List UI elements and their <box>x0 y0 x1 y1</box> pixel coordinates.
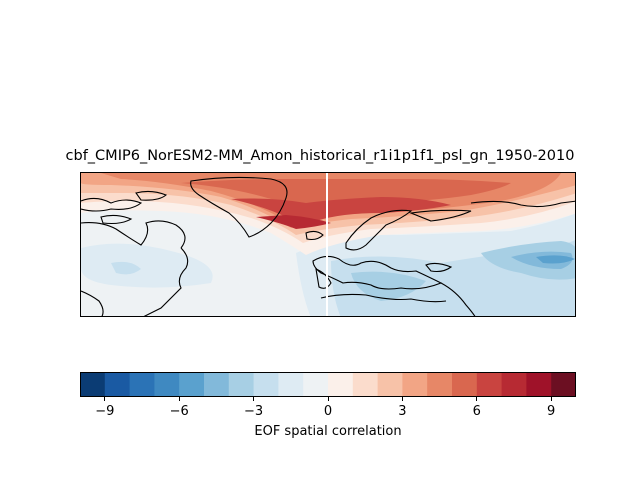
colorbar-tick-label: −9 <box>95 404 115 419</box>
field-neg-east-3 <box>351 271 426 301</box>
colorbar-tick-mark <box>550 397 552 401</box>
colorbar-tick-mark <box>253 397 255 401</box>
colorbar-tick-mark <box>104 397 106 401</box>
colorbar-ticks: −9 −6 −3 0 3 6 9 <box>80 397 576 421</box>
map-title: cbf_CMIP6_NorESM2-MM_Amon_historical_r1i… <box>65 148 575 164</box>
colorbar-swatch <box>427 372 453 397</box>
colorbar-tick-label: 6 <box>472 404 481 419</box>
colorbar-tick-mark <box>401 397 403 401</box>
colorbar-swatch <box>179 372 205 397</box>
colorbar-swatch <box>80 372 106 397</box>
colorbar-swatch <box>154 372 180 397</box>
colorbar-tick-mark <box>327 397 329 401</box>
colorbar-swatch <box>204 372 230 397</box>
eof-map <box>80 172 576 317</box>
colorbar-swatch <box>452 372 478 397</box>
contour-map <box>81 173 575 316</box>
colorbar-tick-label: 0 <box>323 404 333 419</box>
colorbar-swatch <box>352 372 379 397</box>
colorbar-swatch <box>129 372 155 397</box>
colorbar-swatch <box>278 372 304 397</box>
colorbar-swatch <box>526 372 552 397</box>
field-pos-6 <box>181 179 511 210</box>
colorbar-label: EOF spatial correlation <box>254 424 402 439</box>
coastlines <box>81 176 575 316</box>
colorbar-swatch <box>501 372 527 397</box>
field-neg-2 <box>111 261 141 275</box>
colorbar-swatch <box>476 372 503 397</box>
colorbar-tick-label: 9 <box>547 404 556 419</box>
colorbar-border <box>80 372 576 397</box>
colorbar-swatch <box>377 372 403 397</box>
colorbar-tick-label: 3 <box>398 404 407 419</box>
colorbar-swatch <box>104 372 131 397</box>
colorbar-swatch <box>551 372 576 397</box>
colorbar-tick-label: −6 <box>169 404 189 419</box>
colorbar-swatch <box>228 372 255 397</box>
colorbar-swatch <box>328 372 354 397</box>
colorbar-swatch <box>402 372 428 397</box>
colorbar-tick-mark <box>178 397 180 401</box>
colorbar-swatch <box>253 372 279 397</box>
field-neg-east-6 <box>536 255 575 264</box>
colorbar-tick-mark <box>476 397 478 401</box>
colorbar-swatch <box>303 372 329 397</box>
colorbar-tick-label: −3 <box>244 404 264 419</box>
colorbar <box>80 372 576 397</box>
